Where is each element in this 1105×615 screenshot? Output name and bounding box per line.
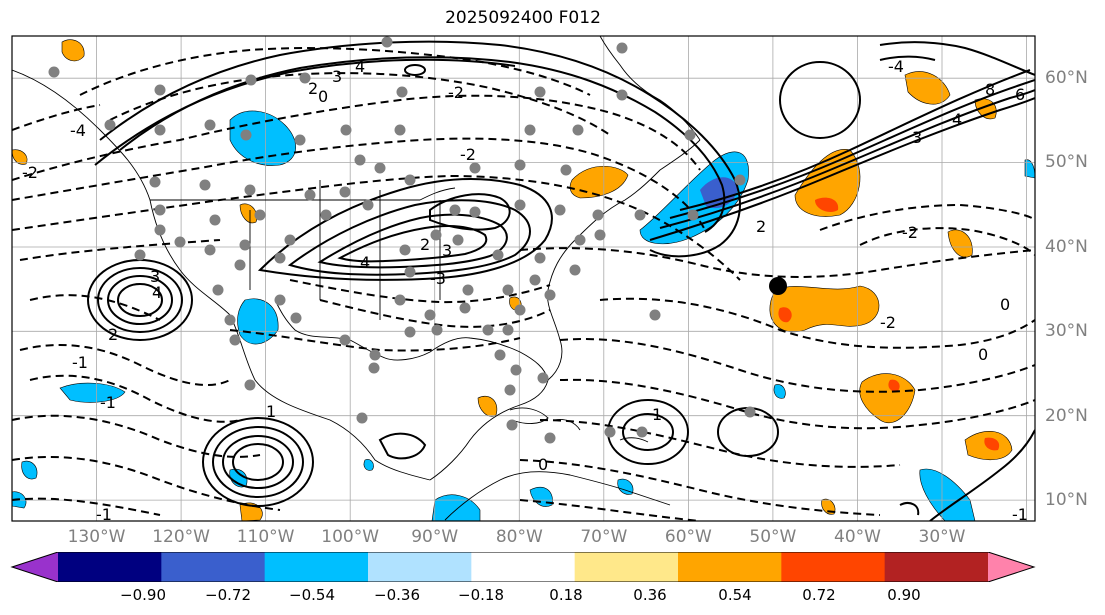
- svg-text:4: 4: [952, 110, 962, 129]
- svg-text:-4: -4: [888, 57, 904, 76]
- lon-label: 60°W: [664, 527, 712, 547]
- station-markers: [48, 36, 756, 444]
- colorbar-segment: [471, 552, 576, 582]
- colorbar-extend-max: [988, 552, 1034, 582]
- contour-labels: 4 3 2 0 -2 4 3 2 -4 -2 -1 2 3 4 1 -1 -2 …: [22, 57, 1028, 524]
- lat-label: 20°N: [1045, 406, 1088, 426]
- svg-text:-2: -2: [22, 163, 38, 182]
- lat-label: 50°N: [1045, 152, 1088, 172]
- map-background: [12, 36, 1035, 521]
- colorbar-tick-label: 0.18: [549, 586, 583, 604]
- svg-text:1: 1: [266, 402, 276, 421]
- svg-text:2: 2: [308, 79, 318, 98]
- negative-anomaly-shading: [12, 110, 1035, 521]
- lon-label: 100°W: [321, 527, 380, 547]
- lat-label: 60°N: [1045, 68, 1088, 88]
- svg-text:0: 0: [1000, 295, 1010, 314]
- lon-label: 90°W: [411, 527, 459, 547]
- svg-text:4: 4: [152, 283, 162, 302]
- svg-text:3: 3: [442, 241, 452, 260]
- svg-text:-2: -2: [460, 145, 476, 164]
- svg-text:-1: -1: [96, 505, 112, 524]
- colorbar-tick-label: 0.54: [718, 586, 752, 604]
- svg-text:2: 2: [420, 235, 430, 254]
- weather-map: 4 3 2 0 -2 4 3 2 -4 -2 -1 2 3 4 1 -1 -2 …: [11, 35, 1036, 524]
- colorbar-tick-label: −0.36: [374, 586, 420, 604]
- colorbar-segment: [368, 552, 472, 582]
- svg-text:-3: -3: [430, 269, 446, 288]
- svg-text:3: 3: [912, 128, 922, 147]
- svg-text:-1: -1: [72, 353, 88, 372]
- graticule: [12, 36, 1035, 521]
- svg-text:-2: -2: [880, 313, 896, 332]
- colorbar-segment: [58, 552, 162, 582]
- lat-label: 30°N: [1045, 321, 1088, 341]
- colorbar-outline: [10, 552, 1036, 582]
- svg-text:3: 3: [332, 67, 342, 86]
- svg-text:-4: -4: [70, 121, 86, 140]
- svg-text:0: 0: [978, 345, 988, 364]
- colorbar-tick-label: 0.90: [887, 586, 921, 604]
- svg-text:3: 3: [150, 267, 160, 286]
- colorbar-segment: [884, 552, 989, 582]
- lon-label: 50°W: [749, 527, 797, 547]
- lon-label: 30°W: [918, 527, 966, 547]
- colorbar-tick-label: 0.36: [633, 586, 667, 604]
- colorbar-tick-label: −0.90: [120, 586, 166, 604]
- lat-label: 10°N: [1045, 490, 1088, 510]
- colorbar-tick-label: 0.72: [802, 586, 836, 604]
- lon-label: 110°W: [236, 527, 295, 547]
- svg-text:-2: -2: [902, 223, 918, 242]
- colorbar-segment: [781, 552, 886, 582]
- svg-text:8: 8: [985, 80, 995, 99]
- colorbar-segment: [264, 552, 369, 582]
- svg-text:4: 4: [360, 253, 370, 272]
- positive-anomaly-shading: [12, 39, 1013, 521]
- svg-text:2: 2: [108, 325, 118, 344]
- location-marker: [769, 277, 787, 295]
- colorbar-segment: [678, 552, 782, 582]
- lat-label: 40°N: [1045, 237, 1088, 257]
- colorbar-tick-label: −0.18: [458, 586, 504, 604]
- svg-text:-1: -1: [1012, 505, 1028, 524]
- svg-text:0: 0: [538, 455, 548, 474]
- svg-text:1: 1: [652, 405, 662, 424]
- colorbar-tick-label: −0.72: [205, 586, 251, 604]
- svg-text:-1: -1: [100, 393, 116, 412]
- map-frame: [11, 35, 1036, 522]
- svg-text:4: 4: [355, 57, 365, 76]
- lon-label: 40°W: [834, 527, 881, 547]
- colorbar-extend-min: [12, 552, 58, 582]
- svg-text:2: 2: [756, 217, 766, 236]
- svg-text:6: 6: [1015, 85, 1025, 104]
- lon-label: 80°W: [495, 527, 543, 547]
- lon-label: 70°W: [580, 527, 628, 547]
- map-title: 2025092400 F012: [445, 8, 601, 28]
- svg-text:0: 0: [318, 87, 328, 106]
- lon-label: 130°W: [67, 527, 126, 547]
- colorbar: [10, 552, 1036, 582]
- colorbar-segment: [161, 552, 266, 582]
- lon-label: 120°W: [152, 527, 210, 547]
- colorbar-tick-label: −0.54: [289, 586, 335, 604]
- svg-text:-2: -2: [448, 83, 464, 102]
- colorbar-segment: [574, 552, 679, 582]
